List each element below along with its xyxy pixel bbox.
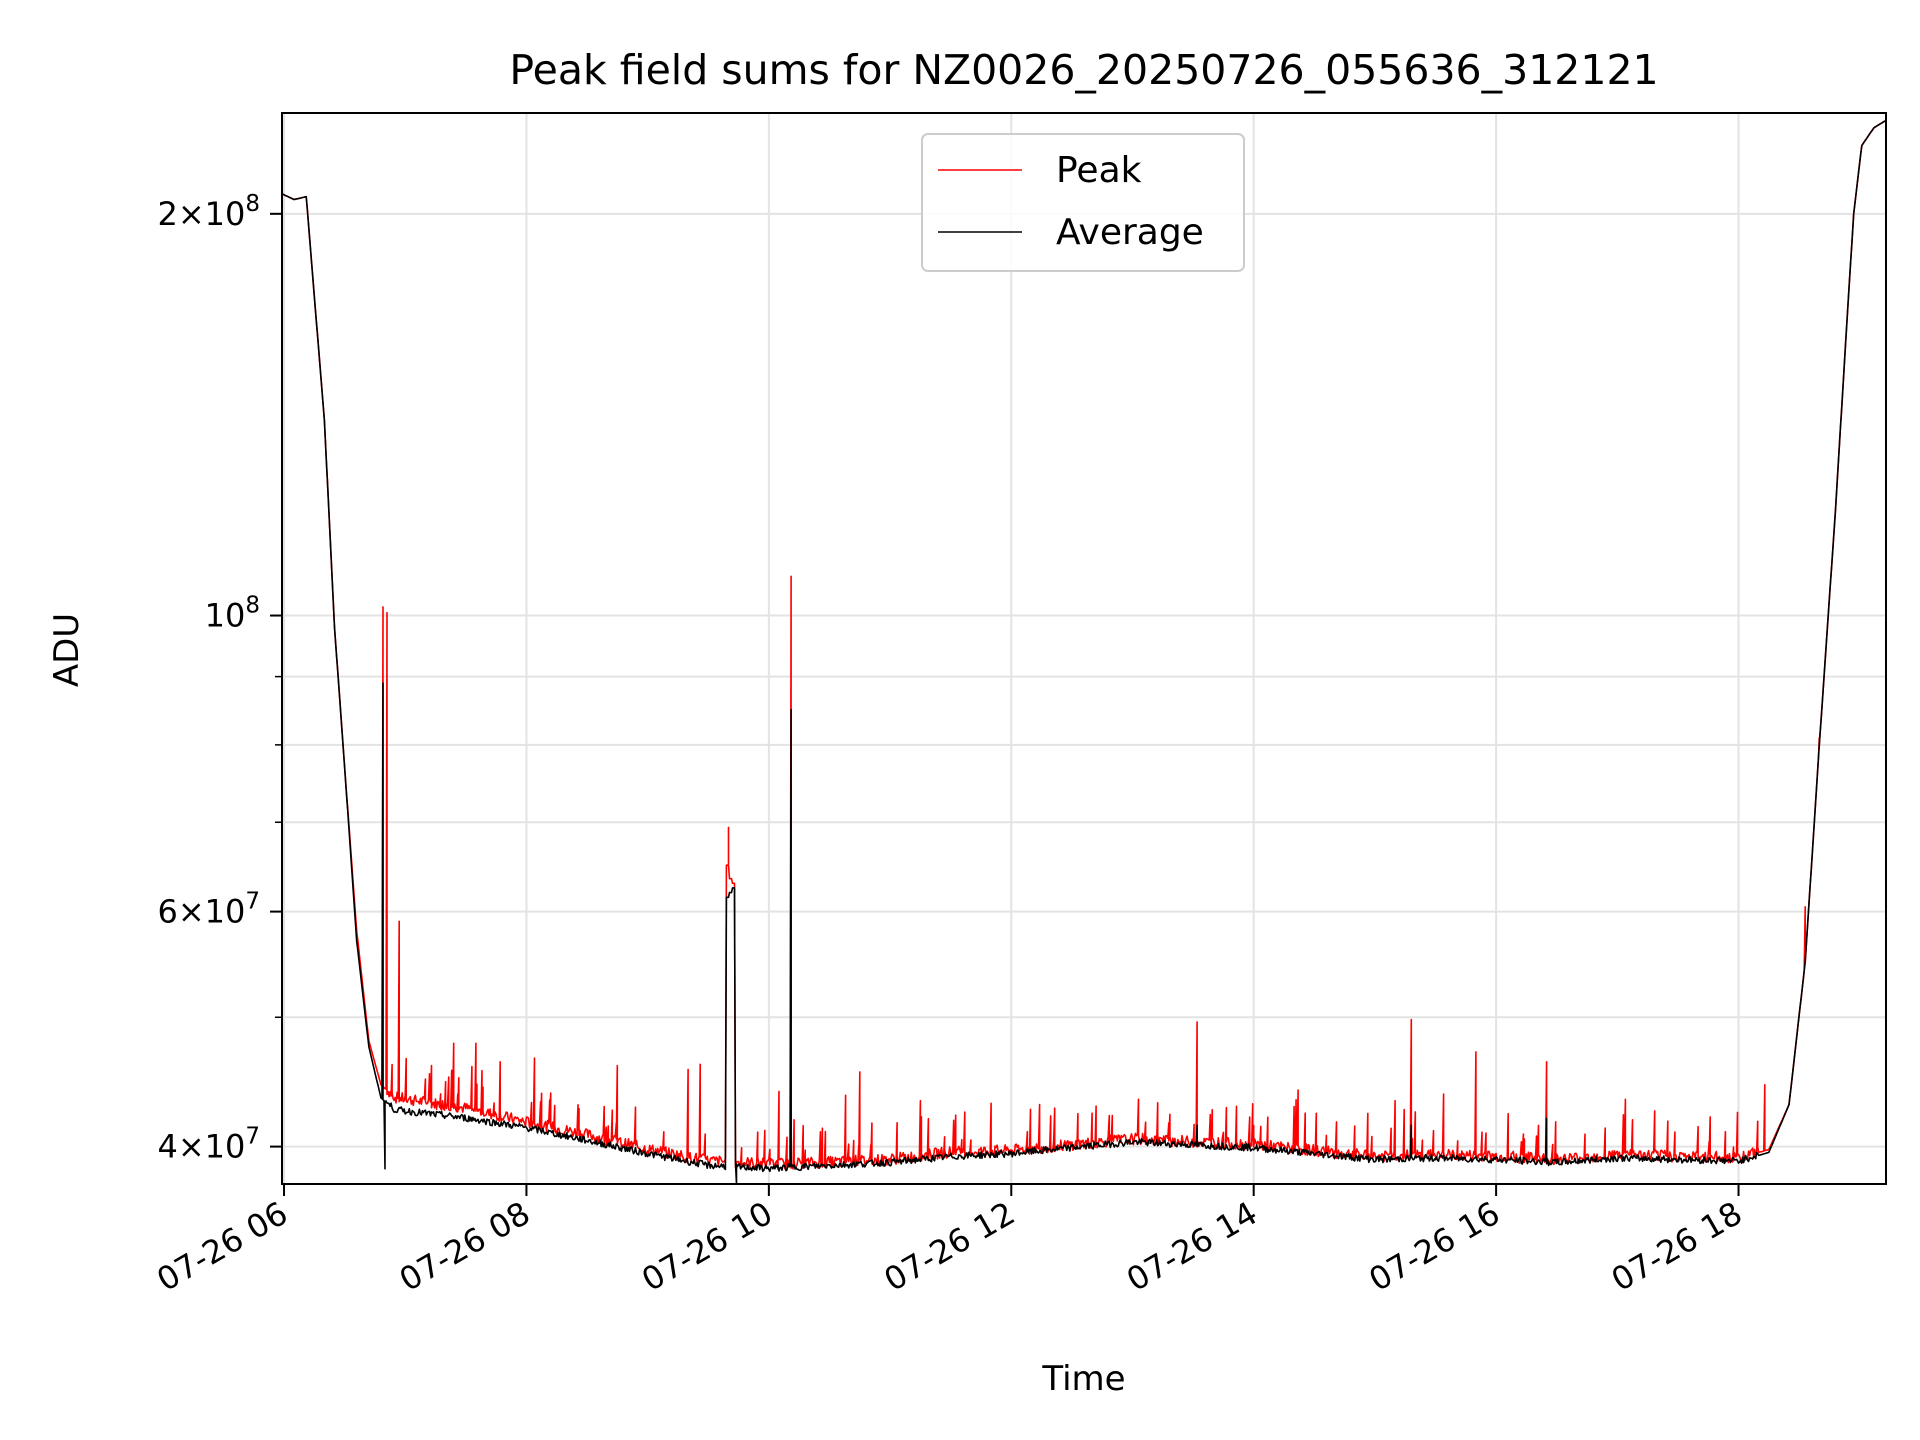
- legend: Peak Average: [921, 133, 1245, 272]
- y-tick-label: 4×107: [157, 1124, 260, 1166]
- series-line-average: [282, 119, 1886, 1184]
- legend-label-average: Average: [1056, 212, 1204, 253]
- plot-area: [282, 119, 1886, 1184]
- x-axis-label: Time: [1041, 1359, 1125, 1399]
- legend-label-peak: Peak: [1056, 150, 1142, 191]
- axes-frame: [281, 112, 1887, 1185]
- y-tick-label: 6×107: [157, 889, 260, 931]
- y-axis-label: ADU: [47, 613, 87, 687]
- y-tick-label: 2×108: [157, 191, 260, 233]
- legend-box: [921, 133, 1245, 272]
- chart-title: Peak field sums for NZ0026_20250726_0556…: [509, 46, 1658, 94]
- y-tick-label: 108: [205, 593, 260, 635]
- series-line-peak: [282, 119, 1886, 1170]
